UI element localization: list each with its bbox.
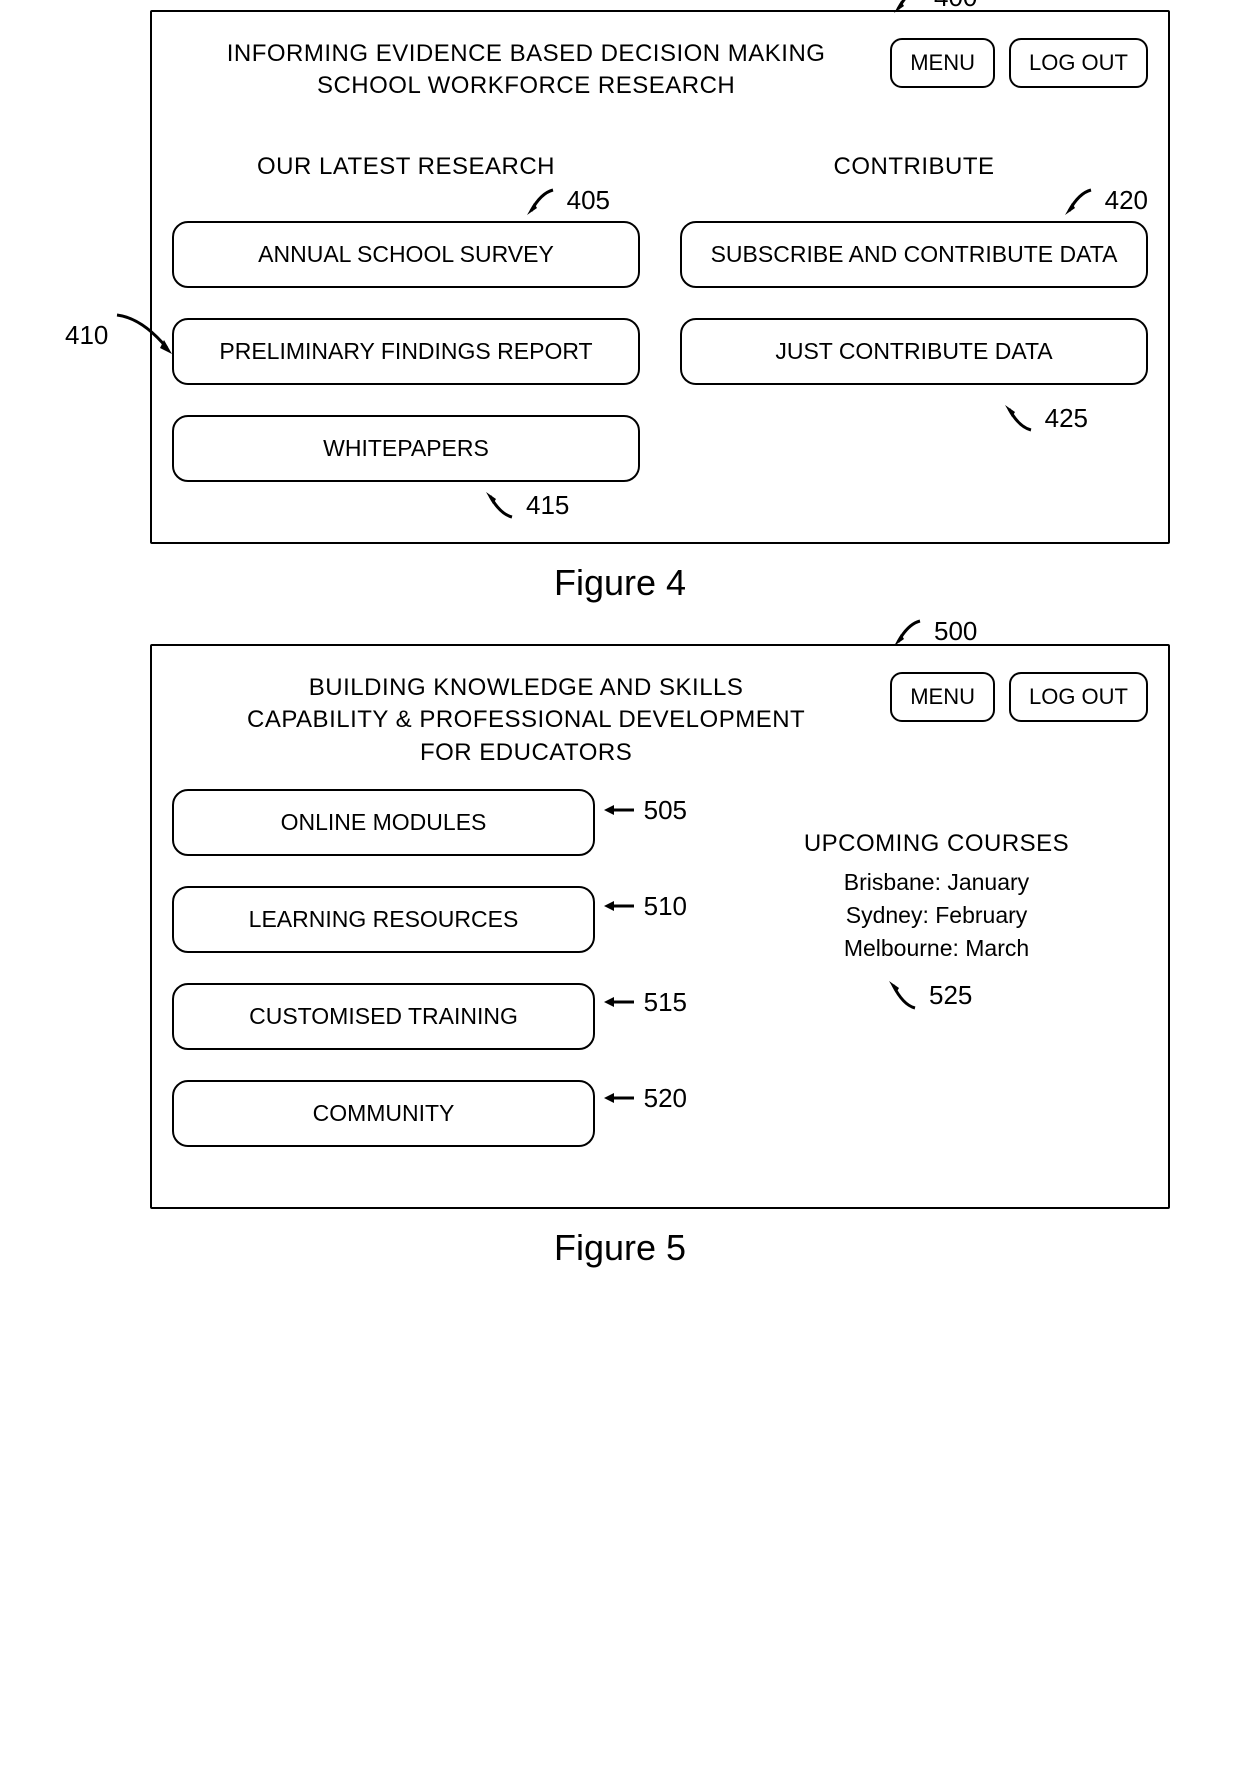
header-row: BUILDING KNOWLEDGE AND SKILLS CAPABILITY…	[172, 666, 1148, 769]
annual-school-survey-button[interactable]: ANNUAL SCHOOL SURVEY	[172, 221, 640, 288]
menu-button[interactable]: MENU	[890, 38, 995, 88]
page-title: INFORMING EVIDENCE BASED DECISION MAKING…	[172, 32, 880, 103]
figure-4-panel: INFORMING EVIDENCE BASED DECISION MAKING…	[150, 10, 1170, 544]
callout-415: 415	[482, 490, 569, 522]
callout-515: 515	[602, 987, 687, 1018]
ref-label: 405	[567, 185, 610, 216]
figure-4-wrap: 400 410 INFORMING EVIDENCE BASED DECISIO…	[70, 10, 1170, 604]
header-buttons: MENU LOG OUT	[890, 666, 1148, 722]
figure-5-panel: BUILDING KNOWLEDGE AND SKILLS CAPABILITY…	[150, 644, 1170, 1209]
title-line: CAPABILITY & PROFESSIONAL DEVELOPMENT	[172, 704, 880, 736]
header-row: INFORMING EVIDENCE BASED DECISION MAKING…	[172, 32, 1148, 103]
preliminary-findings-button[interactable]: PRELIMINARY FINDINGS REPORT	[172, 318, 640, 385]
whitepapers-button[interactable]: WHITEPAPERS	[172, 415, 640, 482]
page-title: BUILDING KNOWLEDGE AND SKILLS CAPABILITY…	[172, 666, 880, 769]
ref-label: 425	[1045, 403, 1088, 434]
upcoming-line: Melbourne: March	[725, 932, 1148, 965]
left-heading: OUR LATEST RESEARCH	[172, 153, 640, 181]
customised-training-button[interactable]: CUSTOMISED TRAINING	[172, 983, 595, 1050]
subscribe-contribute-button[interactable]: SUBSCRIBE AND CONTRIBUTE DATA	[680, 221, 1148, 288]
figure-5-wrap: 500 BUILDING KNOWLEDGE AND SKILLS CAPABI…	[70, 644, 1170, 1269]
title-line: SCHOOL WORKFORCE RESEARCH	[172, 70, 880, 102]
upcoming-courses: UPCOMING COURSES Brisbane: January Sydne…	[725, 827, 1148, 966]
upcoming-heading: UPCOMING COURSES	[725, 827, 1148, 862]
upcoming-line: Brisbane: January	[725, 866, 1148, 899]
title-line: FOR EDUCATORS	[172, 737, 880, 769]
callout-520: 520	[602, 1083, 687, 1114]
content-columns: OUR LATEST RESEARCH 405 ANNUAL SCHOOL SU…	[172, 153, 1148, 512]
ref-label: 410	[65, 320, 108, 351]
right-column: CONTRIBUTE 420 SUBSCRIBE AND CONTRIBUTE …	[680, 153, 1148, 415]
content-columns: ONLINE MODULES 505 LEARNING RESOURCES 51…	[172, 789, 1148, 1177]
learning-resources-button[interactable]: LEARNING RESOURCES	[172, 886, 595, 953]
ref-label: 525	[929, 980, 972, 1011]
community-button[interactable]: COMMUNITY	[172, 1080, 595, 1147]
title-line: BUILDING KNOWLEDGE AND SKILLS	[172, 672, 880, 704]
online-modules-button[interactable]: ONLINE MODULES	[172, 789, 595, 856]
left-column: OUR LATEST RESEARCH 405 ANNUAL SCHOOL SU…	[172, 153, 640, 512]
ref-label: 520	[644, 1083, 687, 1114]
ref-label: 500	[934, 616, 977, 647]
menu-button[interactable]: MENU	[890, 672, 995, 722]
figure-4-caption: Figure 4	[70, 562, 1170, 604]
ref-label: 515	[644, 987, 687, 1018]
ref-label: 415	[526, 490, 569, 521]
callout-525: 525	[885, 979, 972, 1013]
logout-button[interactable]: LOG OUT	[1009, 672, 1148, 722]
ref-label: 420	[1105, 185, 1148, 216]
right-heading: CONTRIBUTE	[680, 153, 1148, 181]
header-buttons: MENU LOG OUT	[890, 32, 1148, 88]
logout-button[interactable]: LOG OUT	[1009, 38, 1148, 88]
just-contribute-button[interactable]: JUST CONTRIBUTE DATA	[680, 318, 1148, 385]
callout-420: 420	[1061, 185, 1148, 217]
title-line: INFORMING EVIDENCE BASED DECISION MAKING	[172, 38, 880, 70]
callout-425: 425	[1001, 403, 1088, 435]
right-column: UPCOMING COURSES Brisbane: January Sydne…	[635, 789, 1148, 966]
left-column: ONLINE MODULES 505 LEARNING RESOURCES 51…	[172, 789, 595, 1177]
callout-405: 405	[523, 185, 610, 217]
callout-500: 500	[890, 616, 977, 647]
upcoming-line: Sydney: February	[725, 899, 1148, 932]
figure-5-caption: Figure 5	[70, 1227, 1170, 1269]
